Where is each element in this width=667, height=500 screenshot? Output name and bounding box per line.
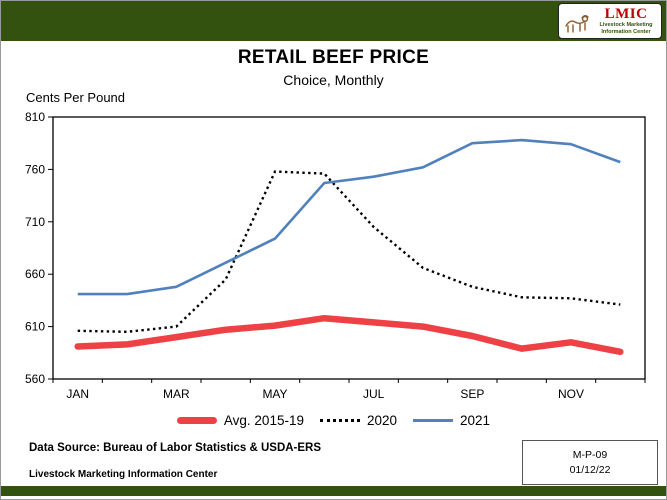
doc-id: M-P-09 <box>572 449 608 461</box>
legend-swatch <box>413 418 454 422</box>
svg-text:610: 610 <box>25 320 45 334</box>
header-bar: LMIC Livestock Marketing Information Cen… <box>1 1 666 41</box>
footer-bar <box>1 486 666 496</box>
page-title: RETAIL BEEF PRICE <box>237 47 430 68</box>
lmic-brand: LMIC <box>604 5 648 22</box>
svg-text:810: 810 <box>25 110 45 124</box>
svg-text:560: 560 <box>25 372 45 386</box>
lmic-logo-box: LMIC Livestock Marketing Information Cen… <box>558 3 662 39</box>
svg-text:JUL: JUL <box>363 387 385 401</box>
legend-label: 2020 <box>366 412 398 428</box>
data-source-text: Data Source: Bureau of Labor Statistics … <box>29 442 322 454</box>
svg-text:SEP: SEP <box>460 387 484 401</box>
svg-text:MAR: MAR <box>163 387 190 401</box>
footer-org-text: Livestock Marketing Information Center <box>29 469 218 480</box>
legend-swatch <box>319 418 360 422</box>
legend-item-2021: 2021 <box>413 413 490 428</box>
legend-swatch <box>176 416 217 424</box>
lmic-org-line2: Information Center <box>601 29 651 35</box>
legend-label: 2021 <box>460 412 491 428</box>
svg-text:NOV: NOV <box>558 387 584 401</box>
svg-text:MAY: MAY <box>262 387 287 401</box>
retail-beef-price-chart: 560 610 660 710 760 810 JAN MAR MAY JUL SEP NOV <box>25 110 646 401</box>
title-block: RETAIL BEEF PRICE Choice, Monthly <box>1 47 666 88</box>
legend-item-2020: 2020 <box>319 412 398 428</box>
svg-text:660: 660 <box>25 267 45 281</box>
lmic-logo-text: LMIC Livestock Marketing Information Cen… <box>594 5 658 36</box>
lmic-org-line1: Livestock Marketing <box>599 22 653 28</box>
svg-text:JAN: JAN <box>66 387 89 401</box>
svg-text:710: 710 <box>25 215 45 229</box>
legend-label: Avg. 2015-19 <box>223 412 304 428</box>
legend-item-avg-2015-19: Avg. 2015-19 <box>176 412 304 428</box>
page-subtitle: Choice, Monthly <box>283 72 384 88</box>
chart-legend: Avg. 2015-19 2020 2021 <box>1 408 666 432</box>
svg-text:760: 760 <box>25 162 45 176</box>
doc-id-box: M-P-09 01/12/22 <box>522 440 658 485</box>
y-axis-units-label: Cents Per Pound <box>26 90 126 105</box>
cattle-logo-icon <box>565 15 589 33</box>
doc-date: 01/12/22 <box>569 464 611 476</box>
